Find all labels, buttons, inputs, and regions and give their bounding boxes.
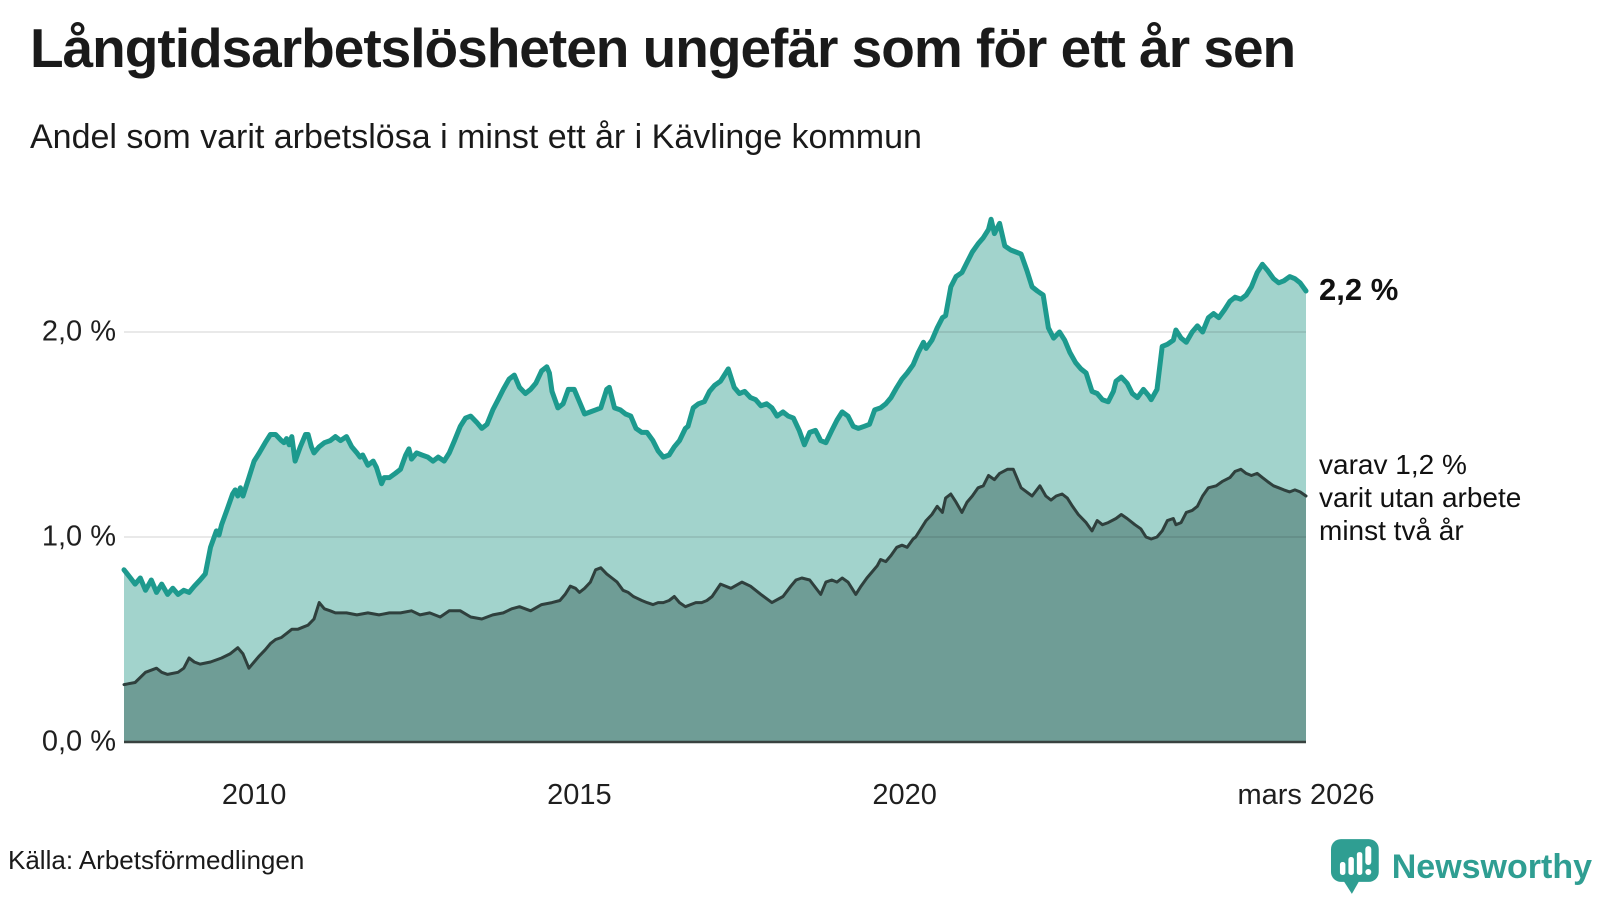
y-tick-label-1: 1,0 % bbox=[41, 520, 116, 553]
series2-annotation-line1: varav 1,2 % bbox=[1319, 449, 1467, 480]
y-tick-label-2: 2,0 % bbox=[41, 315, 116, 348]
x-tick-label-2015: 2015 bbox=[547, 779, 612, 811]
series2-annotation: varav 1,2 % varit utan arbete minst två … bbox=[1319, 448, 1521, 547]
x-tick-label-mars-2026: mars 2026 bbox=[1237, 779, 1375, 811]
series2-annotation-line2: varit utan arbete bbox=[1319, 482, 1522, 513]
series2-annotation-line3: minst två år bbox=[1319, 515, 1464, 546]
x-tick-label-2010: 2010 bbox=[221, 779, 287, 811]
page-title: Långtidsarbetslösheten ungefär som för e… bbox=[30, 17, 1296, 79]
series-1-line bbox=[121, 216, 1309, 597]
chart-subtitle: Andel som varit arbetslösa i minst ett å… bbox=[30, 118, 922, 156]
series-2-area bbox=[124, 469, 1306, 742]
source-note: Källa: Arbetsförmedlingen bbox=[8, 845, 305, 875]
y-tick-label-0: 0,0 % bbox=[41, 725, 116, 758]
x-tick-label-2020: 2020 bbox=[872, 779, 937, 811]
newsworthy-branding: Newsworthy bbox=[1330, 838, 1592, 896]
newsworthy-logo-icon bbox=[1330, 839, 1379, 894]
newsworthy-wordmark: Newsworthy bbox=[1391, 847, 1592, 886]
series-2-line bbox=[122, 467, 1308, 687]
series1-end-value-label: 2,2 % bbox=[1319, 272, 1399, 307]
